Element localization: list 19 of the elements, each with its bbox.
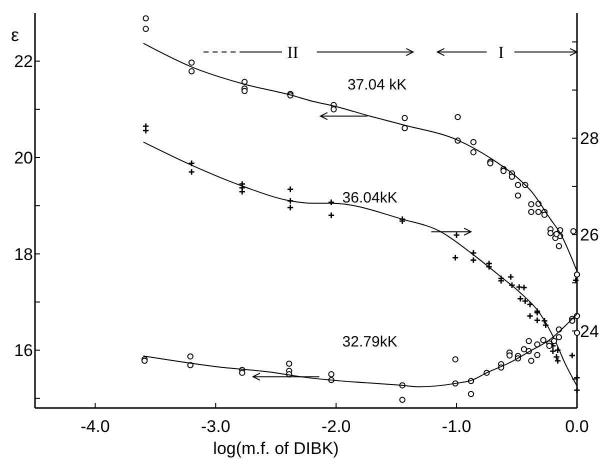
y2-tick-label: 26	[580, 226, 599, 245]
text: 32.79kK	[342, 333, 398, 350]
x-tick-label: -2.0	[321, 417, 351, 436]
annotation: II	[287, 42, 299, 62]
x-tick-label: -3.0	[201, 417, 230, 436]
y2-tick-label: 28	[580, 129, 599, 148]
x-tick-label: -1.0	[442, 417, 472, 436]
x-axis-title: log(m.f. of DIBK)	[213, 439, 339, 458]
y-tick-label: 16	[14, 341, 33, 360]
y-tick-label: 22	[14, 52, 33, 72]
series-label: 36.04kK	[342, 189, 398, 206]
y-tick-label: 20	[14, 148, 33, 168]
annotation: I	[498, 42, 504, 62]
x-tick-label: 0.0	[565, 417, 589, 436]
y2-tick-label: 24	[580, 322, 599, 341]
series-label: 37.04 kK	[347, 76, 407, 94]
x-tick-label: -4.0	[80, 417, 110, 436]
y-tick-label: 18	[14, 244, 33, 264]
y-axis-title: ε	[10, 25, 20, 45]
